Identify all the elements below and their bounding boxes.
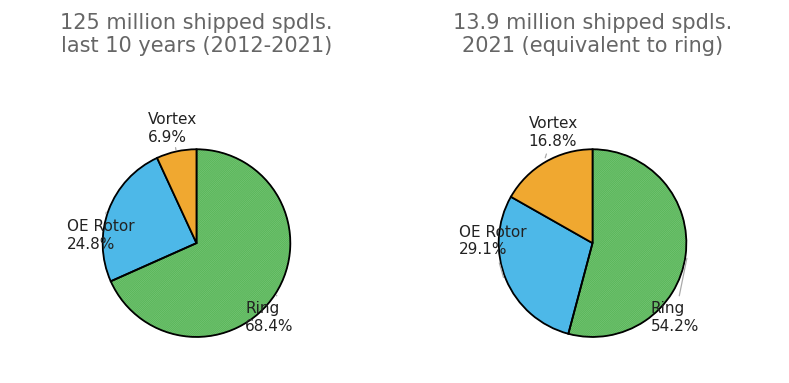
Wedge shape <box>568 149 686 337</box>
Text: Vortex
6.9%: Vortex 6.9% <box>148 113 197 150</box>
Text: Ring
68.4%: Ring 68.4% <box>245 295 294 334</box>
Wedge shape <box>511 149 593 243</box>
Wedge shape <box>110 149 290 337</box>
Text: 13.9 million shipped spdls.
2021 (equivalent to ring): 13.9 million shipped spdls. 2021 (equiva… <box>453 13 732 56</box>
Wedge shape <box>157 149 196 243</box>
Wedge shape <box>499 197 593 334</box>
Text: OE Rotor
24.8%: OE Rotor 24.8% <box>67 212 135 252</box>
Text: Ring
54.2%: Ring 54.2% <box>651 258 699 334</box>
Text: 125 million shipped spdls.
last 10 years (2012-2021): 125 million shipped spdls. last 10 years… <box>60 13 333 56</box>
Text: OE Rotor
29.1%: OE Rotor 29.1% <box>459 225 527 277</box>
Wedge shape <box>103 158 196 281</box>
Text: Vortex
16.8%: Vortex 16.8% <box>529 116 578 158</box>
